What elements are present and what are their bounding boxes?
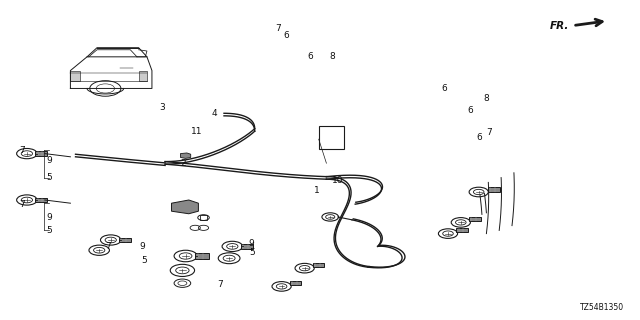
Text: FR.: FR.: [550, 20, 570, 31]
Bar: [488, 187, 500, 192]
Text: 6: 6: [307, 52, 313, 60]
Bar: [195, 253, 209, 259]
Text: 7: 7: [486, 128, 492, 137]
Text: 6: 6: [477, 133, 483, 142]
Polygon shape: [172, 200, 198, 214]
Bar: [35, 151, 47, 156]
Text: 6: 6: [467, 106, 473, 115]
Bar: [241, 244, 253, 249]
Text: 5: 5: [250, 248, 255, 257]
Text: 7: 7: [275, 24, 281, 33]
Text: 5: 5: [47, 173, 52, 182]
Bar: [456, 228, 468, 232]
Bar: [119, 238, 131, 242]
Text: 9: 9: [46, 213, 52, 222]
Bar: [139, 71, 147, 81]
Text: 4: 4: [211, 109, 217, 118]
Text: 7: 7: [19, 146, 25, 155]
Text: 9: 9: [140, 242, 145, 251]
Text: 7: 7: [19, 200, 25, 209]
Text: 5: 5: [47, 226, 52, 235]
Text: 6: 6: [283, 31, 289, 40]
Text: 9: 9: [248, 239, 254, 248]
Bar: [35, 198, 47, 202]
Text: 2: 2: [180, 159, 186, 168]
Bar: [469, 217, 481, 221]
Text: 9: 9: [46, 156, 52, 164]
Polygon shape: [180, 153, 191, 158]
Bar: [70, 71, 81, 81]
Text: 10: 10: [332, 176, 343, 185]
Text: 8: 8: [330, 52, 335, 60]
Text: 7: 7: [218, 280, 223, 289]
Bar: [290, 281, 301, 285]
Bar: [313, 263, 324, 267]
Text: 1: 1: [314, 186, 320, 195]
Text: 3: 3: [159, 103, 165, 112]
Text: TZ54B1350: TZ54B1350: [580, 303, 624, 312]
Text: 5: 5: [141, 256, 147, 265]
Text: 11: 11: [191, 127, 202, 136]
Text: 8: 8: [483, 94, 489, 103]
Text: 7: 7: [106, 242, 111, 251]
Text: 6: 6: [442, 84, 447, 93]
Bar: [319, 126, 344, 149]
